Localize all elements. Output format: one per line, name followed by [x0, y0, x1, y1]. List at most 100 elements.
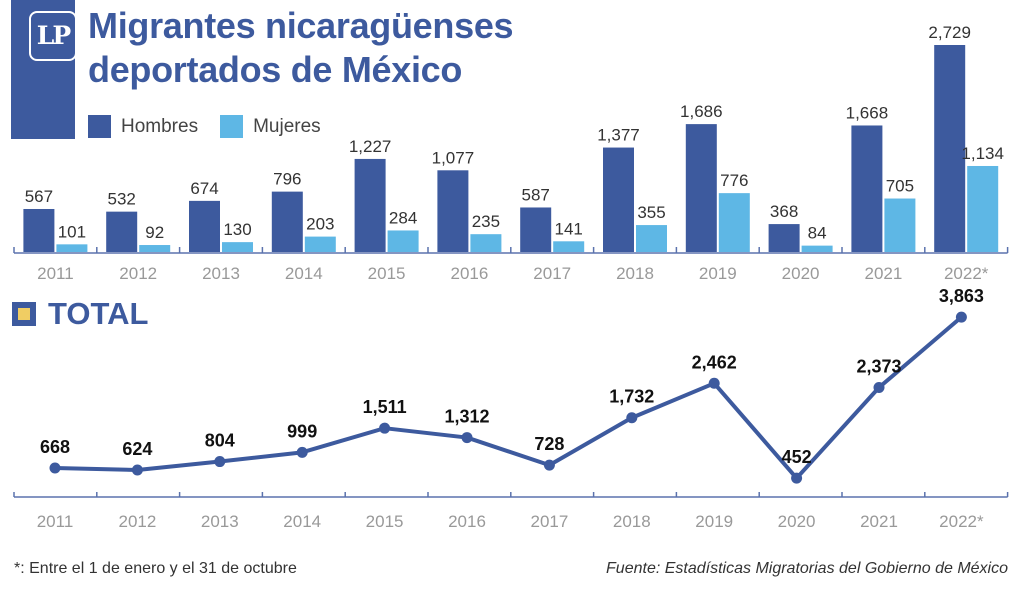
x-tick-label: 2015: [368, 264, 406, 283]
data-label: 999: [287, 421, 317, 441]
data-label: 1,227: [349, 137, 392, 156]
data-label: 1,312: [444, 407, 489, 427]
data-label: 1,134: [961, 144, 1004, 163]
data-label: 84: [808, 224, 827, 243]
bar-hombres: [603, 147, 634, 252]
data-point: [708, 377, 720, 389]
data-point: [379, 422, 391, 434]
data-label: 1,377: [597, 126, 640, 145]
bar-mujeres: [470, 234, 502, 252]
data-label: 101: [58, 222, 86, 241]
bar-hombres: [437, 170, 469, 252]
data-point: [214, 456, 226, 468]
data-label: 130: [223, 220, 251, 239]
x-tick-label: 2016: [448, 512, 486, 531]
bar-hombres: [520, 207, 552, 252]
data-point: [131, 464, 143, 476]
x-tick-label: 2011: [37, 512, 74, 531]
legend: Hombres Mujeres: [88, 115, 343, 138]
data-point: [791, 472, 803, 484]
data-label: 624: [122, 439, 152, 459]
x-tick-label: 2013: [202, 264, 240, 283]
x-tick-label: 2022*: [944, 264, 989, 283]
bar-mujeres: [139, 245, 171, 252]
data-point: [49, 462, 61, 474]
data-point: [543, 459, 555, 471]
data-label: 2,729: [928, 23, 971, 42]
data-label: 1,732: [609, 387, 654, 407]
bar-hombres: [768, 224, 800, 252]
bar-mujeres: [304, 236, 336, 252]
x-tick-label: 2012: [119, 264, 157, 283]
data-point: [626, 412, 638, 424]
x-tick-label: 2020: [778, 512, 816, 531]
data-label: 452: [782, 447, 812, 467]
bar-hombres: [851, 125, 883, 252]
title-line-1: Migrantes nicaragüenses: [88, 5, 514, 46]
series-line-total: [54, 315, 963, 481]
bar-mujeres: [801, 245, 833, 252]
data-point: [955, 311, 967, 323]
data-label: 674: [190, 179, 218, 198]
x-tick-label: 2021: [860, 512, 898, 531]
bar-hombres: [23, 208, 55, 252]
data-label: 284: [389, 208, 417, 227]
x-tick-label: 2013: [201, 512, 239, 531]
data-label: 804: [205, 431, 235, 451]
legend-label-mujeres: Mujeres: [253, 115, 321, 137]
x-tick-label: 2011: [37, 264, 74, 283]
x-tick-label: 2022*: [939, 512, 984, 531]
x-tick-label: 2015: [366, 512, 404, 531]
square-icon: [12, 302, 36, 326]
data-label: 567: [25, 187, 53, 206]
x-tick-label: 2018: [616, 264, 654, 283]
bar-hombres: [934, 45, 966, 252]
data-label: 776: [720, 171, 748, 190]
data-label: 3,863: [939, 286, 984, 306]
x-tick-label: 2017: [530, 512, 568, 531]
data-label: 1,077: [432, 148, 475, 167]
bar-mujeres: [967, 165, 999, 252]
bar-mujeres: [884, 198, 916, 252]
x-tick-label: 2019: [699, 264, 737, 283]
data-label: 141: [555, 219, 583, 238]
legend-swatch-hombres: [88, 115, 111, 138]
bar-hombres: [685, 124, 717, 252]
logo-banner: LP: [11, 0, 77, 139]
bar-mujeres: [718, 193, 750, 252]
bar-mujeres: [56, 244, 88, 252]
data-label: 587: [522, 185, 550, 204]
x-tick-label: 2014: [285, 264, 323, 283]
logo: LP: [29, 11, 77, 61]
x-tick-label: 2019: [695, 512, 733, 531]
data-label: 728: [534, 434, 564, 454]
data-point: [461, 432, 473, 444]
data-label: 203: [306, 215, 334, 234]
data-label: 235: [472, 212, 500, 231]
data-point: [296, 446, 308, 458]
bar-mujeres: [387, 230, 419, 252]
legend-swatch-mujeres: [220, 115, 244, 138]
chart-title: Migrantes nicaragüenses deportados de Mé…: [88, 4, 514, 92]
total-title: TOTAL: [48, 296, 149, 331]
data-label: 2,462: [692, 352, 737, 372]
bar-mujeres: [553, 241, 585, 252]
x-tick-label: 2014: [283, 512, 321, 531]
data-label: 1,668: [846, 103, 889, 122]
total-heading: TOTAL: [12, 296, 148, 332]
data-label: 1,511: [363, 397, 407, 417]
bar-hombres: [189, 200, 220, 252]
footnote: *: Entre el 1 de enero y el 31 de octubr…: [14, 560, 297, 577]
data-label: 355: [637, 203, 665, 222]
x-tick-label: 2012: [118, 512, 156, 531]
bar-hombres: [354, 158, 386, 252]
x-tick-label: 2021: [864, 264, 902, 283]
x-tick-label: 2018: [613, 512, 651, 531]
data-point: [873, 381, 885, 393]
data-label: 796: [273, 170, 301, 189]
source-note: Fuente: Estadísticas Migratorias del Gob…: [606, 560, 1008, 577]
data-label: 2,373: [856, 356, 901, 376]
x-tick-label: 2020: [782, 264, 820, 283]
title-line-2: deportados de México: [88, 49, 463, 90]
